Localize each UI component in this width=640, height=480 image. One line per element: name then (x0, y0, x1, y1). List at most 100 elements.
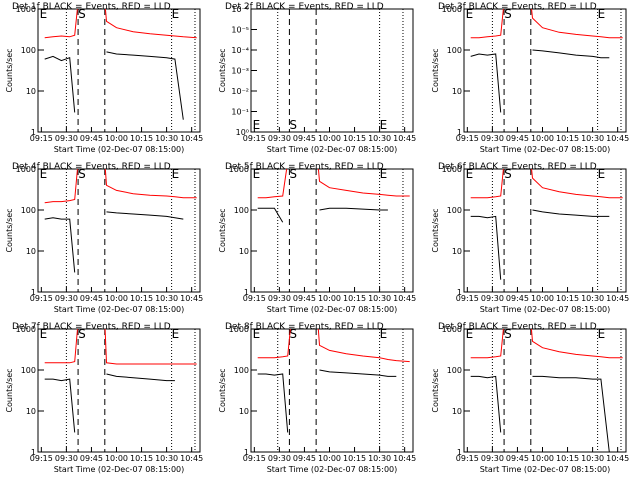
y-tick-label: 1 (244, 448, 249, 457)
annotation: E (466, 7, 474, 21)
chart-title: Det 2f BLACK = Events, RED = LLD (225, 2, 384, 12)
x-tick-label: 10:15 (556, 454, 579, 463)
series-line (257, 169, 410, 199)
x-tick-label: 10:45 (606, 454, 629, 463)
x-tick-label: 10:30 (368, 294, 391, 303)
chart-title: Det 4f BLACK = Events, RED = LLD (12, 162, 171, 172)
y-tick-label: 1 (457, 288, 462, 297)
annotation: S (504, 327, 512, 341)
y-tick-label: 10⁻⁴ (231, 46, 249, 55)
y-tick-label: 1000 (16, 165, 36, 174)
series-line (44, 169, 197, 204)
panel: Det 2f BLACK = Events, RED = LLD Start Ti… (218, 2, 416, 154)
y-tick-label: 1 (457, 128, 462, 137)
annotation: S (289, 167, 297, 181)
y-axis-label: Counts/sec (218, 48, 227, 92)
x-tick-label: 09:45 (506, 134, 529, 143)
x-tick-label: 09:15 (456, 454, 479, 463)
x-tick-label: 09:15 (456, 134, 479, 143)
x-axis-label: Start Time (02-Dec-07 08:15:00) (267, 465, 398, 474)
x-tick-label: 10:00 (318, 454, 341, 463)
chart-title: Det 5f BLACK = Events, RED = LLD (225, 162, 384, 172)
y-tick-label: 10 (26, 407, 36, 416)
x-axis-label: Start Time (02-Dec-07 08:15:00) (480, 465, 611, 474)
series-line (44, 51, 184, 120)
series-line (44, 373, 175, 433)
x-tick-label: 10:45 (180, 294, 203, 303)
series-line (470, 9, 623, 39)
chart-title: Det 3f BLACK = Events, RED = LLD (438, 2, 597, 12)
x-tick-label: 10:15 (130, 294, 153, 303)
x-tick-label: 09:15 (30, 294, 53, 303)
x-tick-label: 10:45 (606, 134, 629, 143)
series-line (44, 329, 197, 365)
x-tick-label: 10:00 (318, 134, 341, 143)
annotation: E (40, 7, 48, 21)
plot-frame (463, 168, 627, 293)
y-tick-label: 10 (26, 247, 36, 256)
y-tick-label: 10 (452, 407, 462, 416)
y-axis-label: Counts/sec (218, 208, 227, 252)
annotation: S (504, 7, 512, 21)
annotation: S (289, 118, 297, 132)
x-tick-label: 10:15 (343, 294, 366, 303)
y-axis-label: Counts/sec (5, 368, 14, 412)
x-tick-label: 09:15 (30, 454, 53, 463)
x-tick-label: 09:45 (293, 294, 316, 303)
x-tick-label: 09:15 (243, 134, 266, 143)
y-tick-label: 1000 (229, 325, 249, 334)
series-line (470, 375, 610, 452)
annotation: E (253, 118, 261, 132)
panel: Det 8f BLACK = Events, RED = LLD Start Ti… (218, 322, 416, 474)
y-tick-label: 10⁻² (231, 87, 249, 96)
y-axis-label: Counts/sec (431, 368, 440, 412)
x-axis-label: Start Time (02-Dec-07 08:15:00) (54, 465, 185, 474)
x-tick-label: 09:30 (55, 134, 78, 143)
y-tick-label: 1000 (229, 165, 249, 174)
x-tick-label: 10:00 (105, 454, 128, 463)
x-axis-label: Start Time (02-Dec-07 08:15:00) (267, 305, 398, 314)
y-tick-label: 10⁻⁶ (231, 5, 249, 14)
annotation: E (172, 7, 180, 21)
annotation: E (253, 167, 261, 181)
x-tick-label: 10:00 (318, 294, 341, 303)
x-tick-label: 09:30 (481, 454, 504, 463)
panel: Det 3f BLACK = Events, RED = LLD Start Ti… (431, 2, 629, 154)
x-tick-label: 09:30 (55, 454, 78, 463)
x-tick-label: 10:00 (105, 134, 128, 143)
series-line (44, 211, 184, 273)
x-tick-label: 09:15 (243, 294, 266, 303)
annotation: S (289, 327, 297, 341)
annotation: S (78, 7, 86, 21)
panel: Det 4f BLACK = Events, RED = LLD Start Ti… (5, 162, 203, 314)
series-line (44, 9, 197, 39)
y-tick-label: 1000 (16, 5, 36, 14)
series-line (470, 209, 610, 280)
x-tick-label: 10:15 (556, 134, 579, 143)
x-tick-label: 10:00 (531, 454, 554, 463)
plot-frame (463, 328, 627, 453)
plot-frame (463, 8, 627, 133)
y-tick-label: 10 (452, 247, 462, 256)
y-tick-label: 10 (26, 87, 36, 96)
x-tick-label: 10:30 (581, 454, 604, 463)
y-axis-label: Counts/sec (431, 48, 440, 92)
y-tick-label: 100 (21, 46, 36, 55)
x-tick-label: 10:45 (606, 294, 629, 303)
plot-frame (250, 328, 414, 453)
x-tick-label: 10:45 (180, 454, 203, 463)
chart-title: Det 7f BLACK = Events, RED = LLD (12, 322, 171, 332)
x-axis-label: Start Time (02-Dec-07 08:15:00) (480, 145, 611, 154)
annotation: E (598, 327, 606, 341)
x-tick-label: 10:30 (155, 454, 178, 463)
annotation: S (504, 167, 512, 181)
annotation: E (598, 7, 606, 21)
y-tick-label: 100 (447, 366, 462, 375)
y-tick-label: 10⁻³ (231, 67, 249, 76)
x-tick-label: 10:30 (368, 454, 391, 463)
y-tick-label: 1 (31, 288, 36, 297)
x-tick-label: 09:30 (268, 454, 291, 463)
annotation: E (380, 118, 388, 132)
panel: Det 5f BLACK = Events, RED = LLD Start Ti… (218, 162, 416, 314)
y-tick-label: 100 (447, 206, 462, 215)
